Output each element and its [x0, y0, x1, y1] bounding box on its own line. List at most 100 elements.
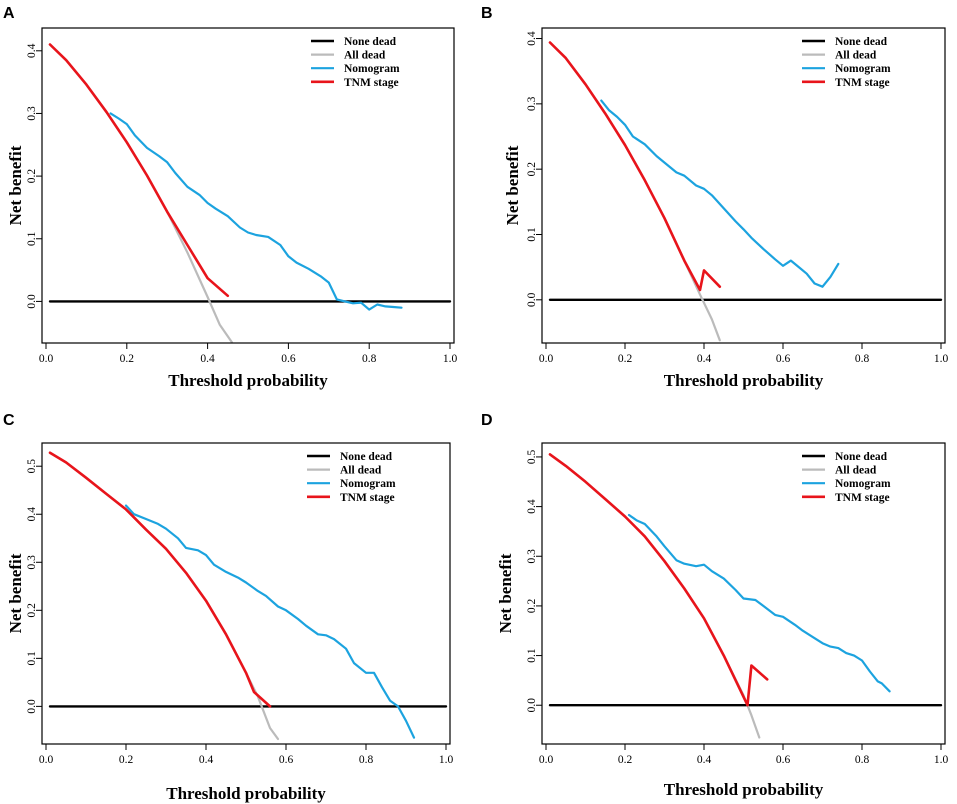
x-tick-label: 0.2	[618, 754, 633, 766]
legend-label-all: All dead	[835, 50, 877, 62]
x-tick-label: 0.8	[855, 353, 870, 365]
legend-label-none: None dead	[340, 451, 393, 463]
legend-label-none: None dead	[835, 451, 888, 463]
y-tick-label: 0.3	[526, 549, 538, 564]
legend-label-none: None dead	[344, 36, 397, 48]
x-tick-label: 0.0	[39, 353, 54, 365]
series-line-tnm	[548, 41, 722, 292]
series-line-nomogram	[109, 112, 403, 311]
x-tick-label: 0.8	[359, 754, 374, 766]
series-group	[548, 41, 943, 342]
x-tick-label: 1.0	[934, 754, 949, 766]
legend-label-all: All dead	[835, 465, 877, 477]
x-tick-label: 0.4	[697, 353, 712, 365]
x-tick-label: 0.4	[697, 754, 712, 766]
series-line-all	[548, 41, 721, 342]
legend-label-tnm: TNM stage	[835, 492, 890, 504]
series-line-tnm	[48, 43, 230, 298]
y-tick-label: 0.0	[526, 292, 538, 307]
x-tick-label: 1.0	[934, 353, 949, 365]
x-tick-label: 0.6	[776, 754, 791, 766]
x-axis-title: Threshold probability	[664, 780, 824, 799]
panel-letter: C	[3, 412, 15, 429]
panel-letter: B	[481, 5, 493, 22]
series-line-nomogram	[600, 99, 840, 288]
x-axis-title: Threshold probability	[166, 784, 326, 803]
y-tick-label: 0.3	[26, 555, 38, 570]
panel-a: A 0.0 0.2 0.4 0.6 0.8 1.0 0.0 0.1 0.2 0.3 0.4 Thresh…	[3, 5, 457, 390]
plot-frame	[541, 442, 946, 745]
panel-letter: A	[3, 5, 15, 22]
y-tick-label: 0.1	[26, 651, 38, 666]
x-tick-label: 0.8	[855, 754, 870, 766]
x-tick-label: 0.6	[776, 353, 791, 365]
y-tick-label: 0.3	[26, 106, 38, 121]
x-tick-label: 0.2	[120, 353, 135, 365]
x-tick-label: 0.2	[119, 754, 134, 766]
series-line-nomogram	[627, 513, 891, 693]
legend-label-none: None dead	[835, 36, 888, 48]
y-axis-title: Net benefit	[496, 553, 515, 633]
legend-label-tnm: TNM stage	[344, 77, 399, 89]
x-tick-label: 0.0	[539, 754, 554, 766]
series-group	[548, 453, 943, 739]
series-line-all	[548, 453, 761, 739]
y-tick-label: 0.1	[26, 231, 38, 246]
x-tick-label: 0.6	[281, 353, 296, 365]
x-tick-label: 0.6	[279, 754, 294, 766]
legend-label-all: All dead	[344, 50, 386, 62]
y-tick-label: 0.4	[26, 43, 38, 58]
y-tick-label: 0.2	[526, 162, 538, 177]
y-tick-label: 0.1	[526, 227, 538, 242]
y-tick-label: 0.0	[26, 294, 38, 309]
x-axis-title: Threshold probability	[168, 371, 328, 390]
x-tick-label: 1.0	[443, 353, 458, 365]
x-tick-label: 0.0	[539, 353, 554, 365]
legend-label-nomogram: Nomogram	[835, 478, 891, 490]
plot-frame	[41, 27, 455, 344]
plot-frame	[541, 27, 946, 344]
y-tick-label: 0.2	[26, 169, 38, 184]
x-tick-label: 0.0	[39, 754, 54, 766]
y-tick-label: 0.1	[526, 648, 538, 663]
legend-label-nomogram: Nomogram	[835, 63, 891, 75]
plot-frame	[41, 442, 451, 745]
series-line-all	[48, 43, 233, 343]
y-tick-label: 0.2	[526, 598, 538, 613]
series-group	[48, 451, 448, 741]
series-line-all	[48, 451, 280, 741]
legend-label-all: All dead	[340, 465, 382, 477]
series-line-tnm	[48, 451, 272, 708]
series-line-tnm	[548, 453, 769, 707]
series-group	[48, 43, 452, 343]
legend-label-tnm: TNM stage	[835, 77, 890, 89]
legend-label-nomogram: Nomogram	[340, 478, 396, 490]
panel-b: B 0.0 0.2 0.4 0.6 0.8 1.0 0.0 0.1 0.2 0.3 0.4 Thresh…	[481, 5, 948, 390]
y-tick-label: 0.5	[526, 449, 538, 464]
y-tick-label: 0.5	[26, 459, 38, 474]
x-axis-title: Threshold probability	[664, 371, 824, 390]
y-axis-title: Net benefit	[6, 553, 25, 633]
y-tick-label: 0.4	[26, 507, 38, 522]
y-tick-label: 0.3	[526, 96, 538, 111]
y-tick-label: 0.4	[526, 31, 538, 46]
legend-label-nomogram: Nomogram	[344, 63, 400, 75]
y-axis-title: Net benefit	[503, 145, 522, 225]
legend-label-tnm: TNM stage	[340, 492, 395, 504]
x-tick-label: 0.8	[362, 353, 377, 365]
x-tick-label: 0.2	[618, 353, 633, 365]
y-axis-title: Net benefit	[6, 145, 25, 225]
x-tick-label: 1.0	[439, 754, 454, 766]
y-tick-label: 0.2	[26, 603, 38, 618]
y-tick-label: 0.0	[526, 698, 538, 713]
y-tick-label: 0.0	[26, 699, 38, 714]
series-line-nomogram	[124, 504, 416, 739]
y-tick-label: 0.4	[526, 499, 538, 514]
x-tick-label: 0.4	[199, 754, 214, 766]
panel-letter: D	[481, 412, 493, 429]
